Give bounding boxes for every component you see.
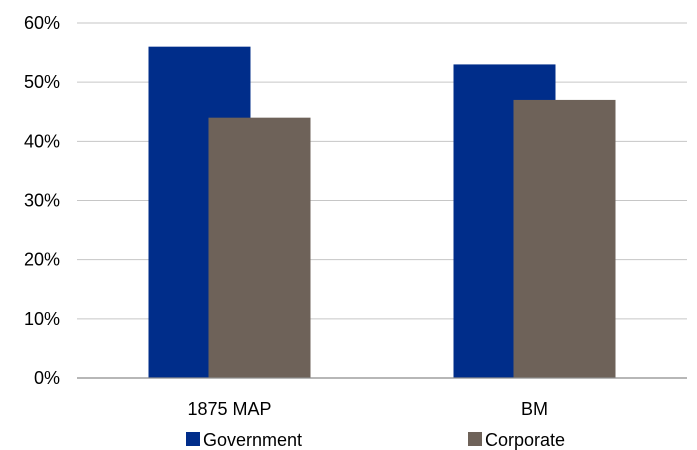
legend-label-government: Government: [203, 430, 302, 450]
x-axis-category-labels: 1875 MAP BM: [187, 399, 548, 419]
legend-label-corporate: Corporate: [485, 430, 565, 450]
bar-corporate-1: [513, 99, 616, 379]
y-tick-label-5: 50%: [24, 72, 60, 92]
bar-corporate-0: [208, 117, 311, 379]
legend-swatch-corporate: [468, 432, 482, 446]
y-tick-label-6: 60%: [24, 13, 60, 33]
y-tick-label-3: 30%: [24, 191, 60, 211]
y-tick-label-2: 20%: [24, 250, 60, 270]
x-category-label-0: 1875 MAP: [187, 399, 271, 419]
y-tick-label-4: 40%: [24, 131, 60, 151]
y-axis-tick-labels: 0% 10% 20% 30% 40% 50% 60%: [24, 13, 60, 388]
y-tick-label-1: 10%: [24, 309, 60, 329]
legend-swatch-government: [186, 432, 200, 446]
y-tick-label-0: 0%: [34, 368, 60, 388]
bars: [148, 46, 616, 379]
legend: Government Corporate: [186, 430, 565, 450]
x-category-label-1: BM: [521, 399, 548, 419]
